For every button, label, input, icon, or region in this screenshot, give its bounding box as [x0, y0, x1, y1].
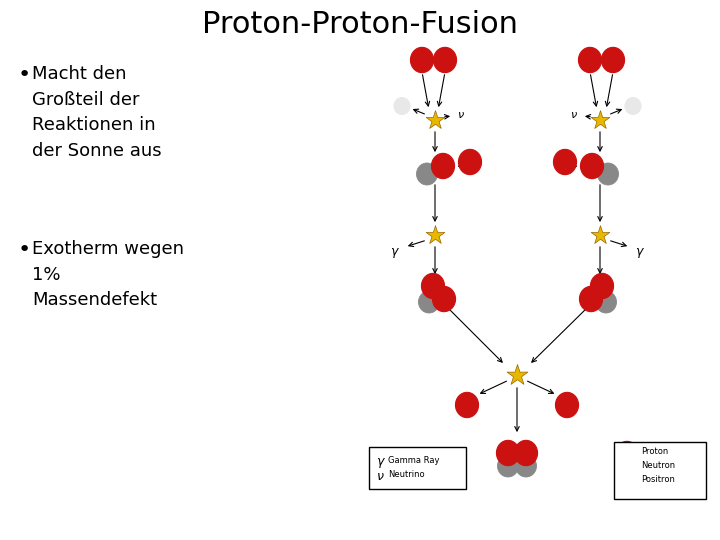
Ellipse shape	[616, 441, 639, 467]
FancyBboxPatch shape	[369, 447, 466, 489]
FancyBboxPatch shape	[614, 442, 706, 499]
Ellipse shape	[418, 291, 439, 313]
Ellipse shape	[459, 150, 482, 174]
Ellipse shape	[625, 98, 641, 114]
Ellipse shape	[595, 291, 616, 313]
Ellipse shape	[416, 163, 438, 185]
Text: $\nu$: $\nu$	[570, 110, 578, 120]
Ellipse shape	[598, 163, 618, 185]
Ellipse shape	[590, 273, 613, 299]
Ellipse shape	[410, 48, 433, 73]
Text: Proton-Proton-Fusion: Proton-Proton-Fusion	[202, 10, 518, 39]
Text: Positron: Positron	[641, 475, 675, 483]
Point	[429, 116, 441, 124]
Ellipse shape	[433, 286, 456, 312]
Point	[594, 231, 606, 239]
Ellipse shape	[456, 393, 479, 417]
Ellipse shape	[431, 153, 454, 179]
Ellipse shape	[616, 457, 637, 479]
Text: $\gamma$: $\gamma$	[390, 246, 400, 260]
Text: $\gamma$: $\gamma$	[635, 246, 645, 260]
Ellipse shape	[554, 150, 577, 174]
Text: •: •	[18, 65, 31, 85]
Ellipse shape	[516, 455, 536, 477]
Ellipse shape	[394, 98, 410, 114]
Ellipse shape	[555, 393, 579, 417]
Ellipse shape	[421, 273, 444, 299]
Text: Proton: Proton	[641, 447, 668, 456]
Text: $\nu$: $\nu$	[457, 110, 465, 120]
Ellipse shape	[580, 153, 603, 179]
Text: Neutrino: Neutrino	[388, 470, 425, 479]
Ellipse shape	[498, 455, 518, 477]
Ellipse shape	[580, 286, 603, 312]
Text: Exotherm wegen
1%
Massendefekt: Exotherm wegen 1% Massendefekt	[32, 240, 184, 309]
Ellipse shape	[497, 440, 520, 465]
Ellipse shape	[578, 48, 601, 73]
Text: $\nu$: $\nu$	[376, 470, 384, 483]
Ellipse shape	[433, 48, 456, 73]
Text: Gamma Ray: Gamma Ray	[388, 456, 439, 465]
Text: Macht den
Großteil der
Reaktionen in
der Sonne aus: Macht den Großteil der Reaktionen in der…	[32, 65, 161, 160]
Point	[429, 231, 441, 239]
Ellipse shape	[601, 48, 624, 73]
Ellipse shape	[515, 440, 538, 465]
Ellipse shape	[619, 474, 635, 490]
Point	[594, 116, 606, 124]
Text: Neutron: Neutron	[641, 461, 675, 469]
Point	[511, 370, 523, 379]
Text: $\gamma$: $\gamma$	[376, 456, 386, 470]
Text: •: •	[18, 240, 31, 260]
